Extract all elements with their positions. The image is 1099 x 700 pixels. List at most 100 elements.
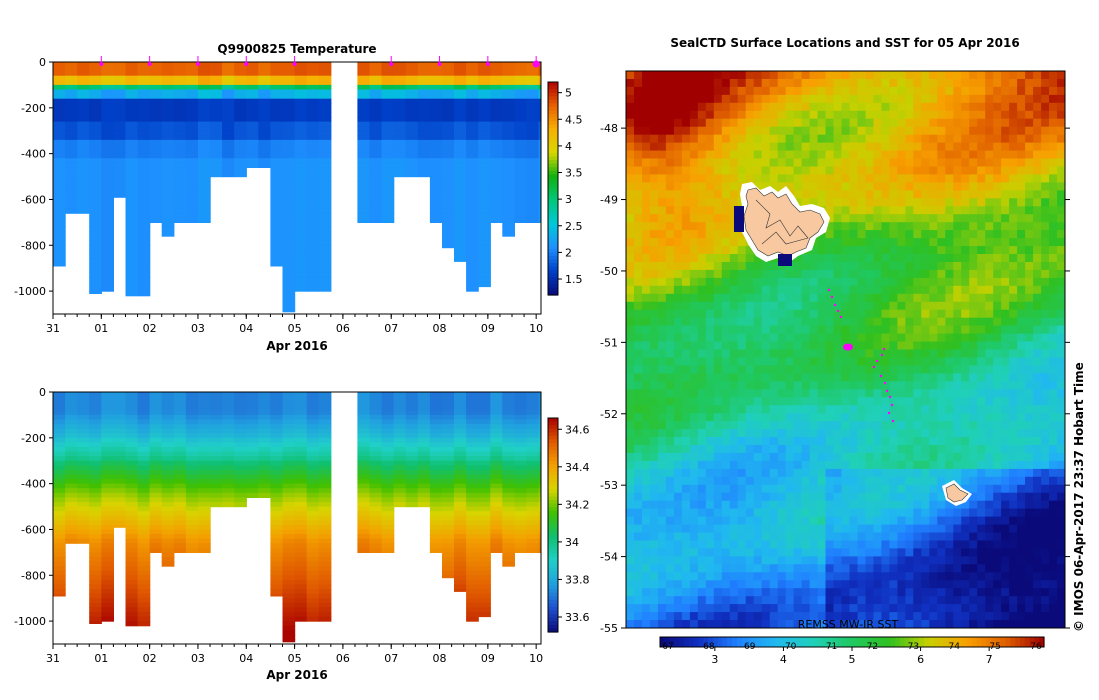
profile-cell (246, 75, 259, 81)
profile-cell (442, 469, 455, 476)
sst-cell (1017, 166, 1026, 176)
profile-cell (246, 447, 259, 453)
profile-cell (234, 94, 247, 100)
profile-cell (466, 410, 479, 416)
profile-cell (393, 126, 407, 132)
profile-cell (393, 62, 407, 68)
sst-cell (673, 94, 683, 104)
profile-cell (306, 442, 320, 448)
sst-cell (937, 277, 946, 287)
profile-cell (137, 162, 151, 168)
sst-cell (769, 110, 779, 120)
sst-cell (865, 110, 875, 120)
profile-cell (77, 62, 90, 68)
profile-cell (137, 84, 151, 91)
sst-cell (1017, 222, 1026, 231)
profile-cell (369, 158, 383, 164)
sst-cell (929, 158, 938, 168)
profile-cell (161, 176, 175, 182)
profile-cell (294, 456, 308, 462)
profile-cell (490, 84, 503, 91)
profile-cell (113, 130, 127, 136)
profile-cell (526, 529, 540, 535)
profile-cell (270, 460, 284, 466)
sst-cell (969, 230, 978, 239)
sst-cell (865, 301, 875, 311)
sst-cell (865, 206, 875, 215)
profile-cell (454, 488, 467, 494)
profile-cell (53, 424, 66, 430)
profile-cell (282, 107, 296, 113)
sst-cell (905, 262, 915, 271)
profile-cell (318, 456, 332, 462)
profile-cell (306, 245, 320, 251)
sst-cell (849, 246, 859, 255)
profile-cell (454, 208, 467, 214)
profile-cell (101, 419, 114, 425)
profile-cell (318, 547, 332, 553)
sst-cell (721, 110, 731, 120)
profile-cell (502, 185, 515, 191)
profile-cell (294, 529, 308, 535)
profile-cell (466, 153, 479, 159)
profile-cell (306, 607, 320, 613)
profile-cell (306, 249, 320, 256)
sst-cell (1001, 238, 1010, 247)
profile-cell (417, 66, 431, 72)
profile-cell (198, 158, 211, 164)
colorbar-frame (547, 417, 559, 633)
profile-cell (113, 89, 127, 95)
profile-cell (357, 433, 371, 439)
profile-cell (89, 515, 102, 521)
profile-cell (381, 433, 395, 439)
profile-cell (282, 520, 296, 526)
sst-cell (769, 71, 779, 80)
profile-cell (478, 442, 491, 448)
profile-cell (258, 456, 271, 462)
profile-cell (502, 194, 515, 201)
profile-cell (478, 396, 491, 402)
profile-cell (306, 126, 320, 132)
sst-cell (985, 134, 994, 144)
profile-cell (65, 153, 78, 159)
x-tick-label: 31 (46, 322, 60, 335)
profile-cell (405, 392, 419, 398)
profile-cell (125, 437, 139, 443)
profile-cell (454, 89, 467, 95)
sst-cell (697, 166, 707, 176)
profile-cell (137, 529, 151, 535)
profile-cell (173, 71, 187, 77)
sst-cell (1057, 262, 1065, 271)
profile-cell (405, 117, 419, 123)
profile-cell (318, 584, 332, 590)
profile-cell (381, 126, 395, 132)
sst-cell (665, 301, 675, 311)
sst-cell (873, 269, 883, 279)
sst-cell (1033, 158, 1042, 168)
profile-cell (282, 66, 296, 72)
sst-cell (689, 166, 699, 176)
sst-cell (1057, 214, 1065, 223)
sst-cell (817, 254, 827, 263)
profile-cell (234, 80, 247, 86)
profile-cell (442, 442, 455, 448)
sst-cell (889, 206, 899, 215)
profile-cell (53, 547, 66, 553)
profile-cell (381, 80, 395, 86)
sst-cell (921, 277, 930, 287)
sst-cell (833, 182, 843, 192)
profile-cell (125, 185, 139, 191)
profile-cell (198, 153, 211, 159)
profile-cell (282, 126, 296, 132)
profile-cell (210, 497, 223, 503)
profile-cell (442, 208, 455, 214)
profile-cell (306, 121, 320, 127)
profile-cell (270, 589, 284, 595)
profile-cell (77, 428, 90, 434)
profile-cell (318, 556, 332, 563)
sst-cell (1057, 198, 1065, 207)
profile-cell (318, 268, 332, 274)
profile-cell (137, 62, 151, 68)
profile-cell (137, 277, 151, 283)
profile-cell (429, 469, 443, 476)
